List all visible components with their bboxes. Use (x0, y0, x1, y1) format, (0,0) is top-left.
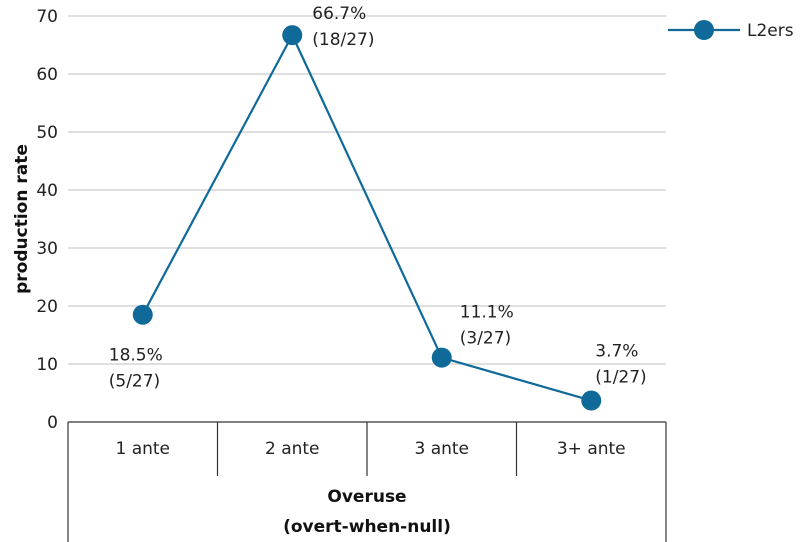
data-label: (1/27) (595, 368, 646, 388)
legend-label: L2ers (747, 21, 794, 41)
legend: L2ers (668, 20, 794, 41)
data-point (282, 25, 303, 46)
x-group-label: Overuse (327, 487, 406, 507)
y-tick-label: 10 (36, 355, 58, 375)
data-label: (5/27) (109, 372, 160, 392)
y-tick-label: 60 (36, 65, 58, 85)
x-axis: 1 ante 2 ante 3 ante 3+ ante Overuse (overt-w… (67, 421, 667, 542)
y-tick-label: 50 (36, 123, 58, 143)
x-tick-label: 2 ante (265, 439, 320, 459)
series-line (141, 32, 592, 402)
series-l2ers (132, 25, 602, 411)
data-label: 11.1% (460, 303, 514, 323)
data-label: 3.7% (595, 342, 638, 362)
data-label: (3/27) (460, 329, 511, 349)
data-point (431, 347, 452, 368)
x-tick-label: 3+ ante (557, 439, 626, 459)
data-label: 18.5% (109, 346, 163, 366)
y-axis-label: production rate (12, 144, 32, 294)
data-label: 66.7% (312, 4, 366, 24)
data-labels: 18.5% (5/27) 66.7% (18/27) 11.1% (3/27) 3.7% (1… (109, 4, 647, 392)
y-tick-label: 0 (47, 413, 58, 433)
data-label: (18/27) (312, 30, 374, 50)
x-group-label: (overt-when-null) (283, 517, 451, 537)
y-axis-ticks: 0 10 20 30 40 50 60 70 (36, 7, 58, 433)
grid-lines (68, 15, 666, 365)
y-tick-label: 30 (36, 239, 58, 259)
y-tick-label: 20 (36, 297, 58, 317)
y-tick-label: 70 (36, 7, 58, 27)
x-tick-label: 3 ante (414, 439, 469, 459)
y-tick-label: 40 (36, 181, 58, 201)
data-point (132, 304, 153, 325)
legend-marker (694, 20, 714, 40)
x-tick-label: 1 ante (115, 439, 170, 459)
data-point (581, 390, 602, 411)
